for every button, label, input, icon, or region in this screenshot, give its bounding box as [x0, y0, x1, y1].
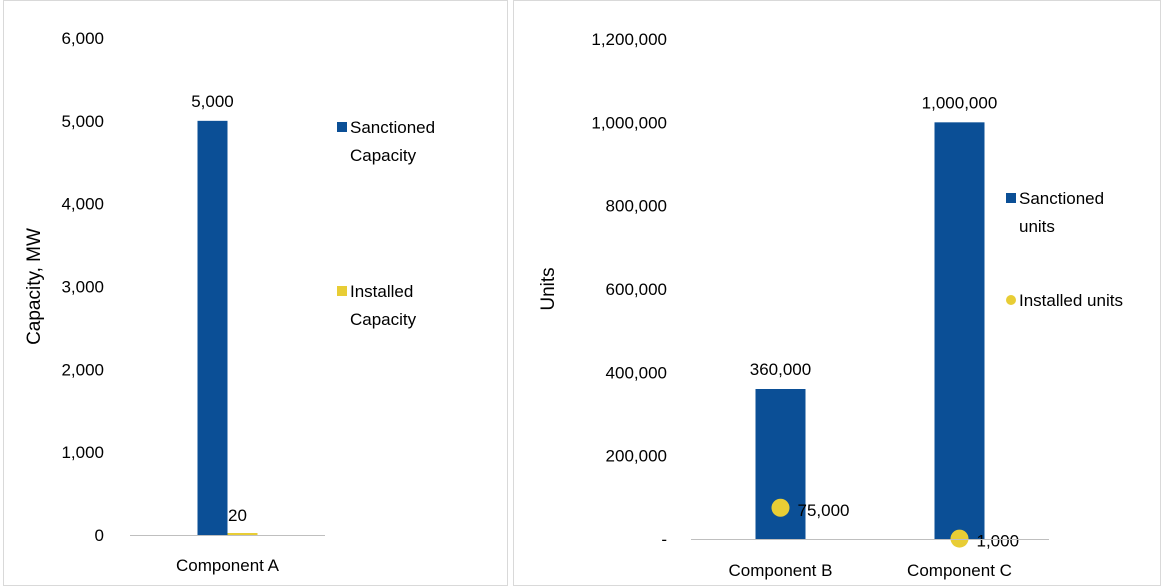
- legend-label: units: [1019, 217, 1055, 236]
- y-tick-label: 800,000: [606, 197, 667, 216]
- y-tick-label: 200,000: [606, 447, 667, 466]
- y-tick-label: 3,000: [61, 278, 104, 297]
- y-tick-label: 1,200,000: [591, 30, 667, 49]
- data-label: 1,000: [977, 532, 1020, 551]
- x-tick-label: Component A: [176, 556, 280, 575]
- data-label: 360,000: [750, 360, 811, 379]
- legend-label: Capacity: [350, 146, 417, 165]
- y-tick-label: -: [661, 530, 667, 549]
- bar-sanctioned-units: [934, 122, 985, 539]
- y-tick-label: 600,000: [606, 280, 667, 299]
- bar-sanctioned-capacity: [197, 120, 228, 535]
- legend-label: Capacity: [350, 310, 417, 329]
- y-axis-title: Units: [538, 267, 559, 310]
- y-tick-label: 400,000: [606, 363, 667, 382]
- data-label: 75,000: [798, 501, 850, 520]
- chart-panel-capacity: 0 1,000 2,000 3,000 4,000 5,000 6,000 Capacity,…: [3, 0, 508, 586]
- y-axis-title: Capacity, MW: [24, 228, 45, 345]
- y-tick-label: 0: [95, 526, 104, 545]
- x-tick-label: Component C: [907, 561, 1012, 580]
- y-tick-label: 5,000: [61, 112, 104, 131]
- legend-swatch: [337, 122, 347, 132]
- x-tick-label: Component B: [729, 561, 833, 580]
- data-label: 1,000,000: [922, 93, 998, 112]
- capacity-chart: 0 1,000 2,000 3,000 4,000 5,000 6,000 Capacity,…: [24, 29, 435, 575]
- point-installed-units: [771, 498, 790, 517]
- legend-swatch: [1006, 193, 1016, 203]
- chart-panel-units: - 200,000 400,000 600,000 800,000 1,000,000 1,…: [513, 0, 1161, 586]
- y-tick-label: 2,000: [61, 360, 104, 379]
- y-tick-label: 4,000: [61, 195, 104, 214]
- legend-swatch: [337, 286, 347, 296]
- y-tick-label: 1,000,000: [591, 113, 667, 132]
- legend-swatch: [1006, 295, 1016, 305]
- legend-label: Installed: [350, 282, 413, 301]
- bar-installed-capacity: [227, 533, 258, 535]
- data-label: 5,000: [191, 92, 234, 111]
- units-chart: - 200,000 400,000 600,000 800,000 1,000,000 1,…: [538, 30, 1123, 580]
- legend-label: Installed units: [1019, 291, 1123, 310]
- y-tick-label: 1,000: [61, 443, 104, 462]
- legend-label: Sanctioned: [350, 118, 435, 137]
- data-label: 20: [228, 506, 247, 525]
- legend-label: Sanctioned: [1019, 189, 1104, 208]
- y-tick-label: 6,000: [61, 29, 104, 48]
- point-installed-units: [950, 529, 969, 548]
